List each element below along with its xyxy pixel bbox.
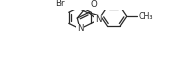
Text: N: N — [77, 24, 83, 33]
Text: Br: Br — [55, 0, 64, 8]
Text: CH₃: CH₃ — [139, 12, 153, 21]
Text: N: N — [95, 15, 101, 24]
Text: O: O — [90, 0, 97, 9]
